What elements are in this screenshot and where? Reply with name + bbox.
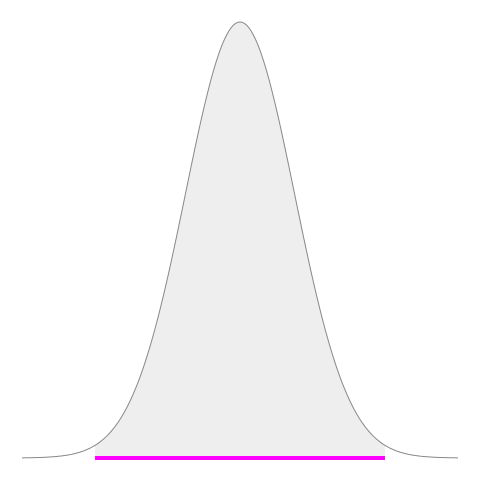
density-curve <box>21 21 459 459</box>
shaded-area <box>95 22 385 458</box>
